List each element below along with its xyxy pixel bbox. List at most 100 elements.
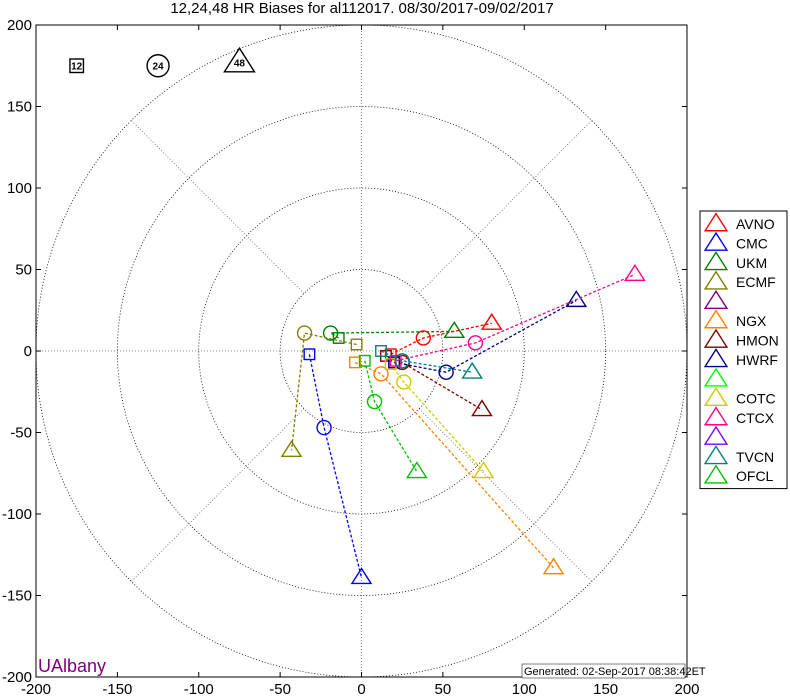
circle-marker [438, 364, 454, 380]
legend-marker [703, 212, 729, 232]
legend-marker [703, 425, 729, 445]
legend-marker [703, 328, 729, 348]
triangle-marker [461, 361, 484, 379]
series-ngx [349, 356, 565, 575]
series-line [390, 363, 485, 473]
square-marker [350, 338, 363, 351]
series-hwrf [388, 290, 588, 380]
series-line [390, 322, 492, 355]
circle-marker [373, 366, 389, 382]
series-line [308, 354, 363, 578]
y-tick-label: 0 [24, 343, 32, 360]
legend-label: HWRF [736, 352, 778, 368]
triangle-marker [624, 263, 646, 282]
series-ecmf [280, 325, 363, 458]
series-tvcn [375, 345, 484, 379]
legend-label: NGX [736, 313, 767, 329]
generated-stamp: Generated: 02-Sep-2017 08:38:42ET [524, 666, 706, 678]
triangle-marker [565, 290, 588, 308]
triangle-marker [280, 440, 303, 458]
legend-label: COTC [736, 391, 776, 407]
x-tick-label: 0 [357, 681, 365, 698]
y-tick-label: 150 [7, 99, 32, 116]
x-tick-label: -100 [184, 681, 214, 698]
circle-marker [366, 393, 383, 410]
series-line [290, 332, 357, 451]
range-ring [116, 106, 607, 596]
legend-marker [703, 406, 729, 426]
triangle-marker [480, 312, 503, 330]
circle-marker [322, 325, 339, 341]
legend-marker [703, 289, 729, 310]
series-line [395, 273, 636, 362]
triangle-marker [471, 399, 493, 417]
circle-marker [415, 330, 432, 346]
legend: AVNO CMC UKM ECMF NGX HMON HWRF COTC CTCX TVCN OFC… [699, 210, 788, 490]
triangle-marker [472, 461, 495, 479]
y-tick-label: -100 [2, 506, 32, 523]
triangle-marker [443, 321, 466, 339]
y-tick-label: -150 [2, 588, 32, 605]
series-ukm [322, 321, 466, 344]
legend-label: CMC [736, 235, 768, 251]
legend-marker [703, 367, 729, 387]
circle-marker [296, 325, 313, 341]
triangle-marker [350, 567, 373, 585]
x-tick-label: 200 [674, 681, 699, 698]
x-tick-label: -150 [102, 681, 132, 698]
legend-label: CTCX [736, 410, 775, 426]
legend-label: OFCL [736, 468, 774, 484]
circle-marker [396, 374, 412, 390]
y-tick-label: 200 [7, 17, 32, 34]
marker-key: 12 24 48 [69, 46, 256, 78]
rings-group [36, 25, 687, 677]
key-triangle [223, 46, 256, 73]
legend-marker [703, 464, 729, 484]
legend-label: TVCN [736, 449, 774, 465]
y-tick-label: -50 [10, 425, 32, 442]
circle-marker [467, 335, 484, 351]
range-ring [198, 187, 525, 515]
series-layer [280, 263, 646, 585]
key-label: 12 [71, 61, 83, 72]
x-tick-label: 100 [512, 681, 537, 698]
brand-label: UAlbany [38, 656, 106, 676]
square-marker [388, 356, 400, 369]
legend-marker [703, 348, 729, 368]
series-ofcl [358, 354, 428, 479]
y-tick-label: 50 [15, 262, 32, 279]
key-square [69, 58, 85, 74]
range-ring [279, 269, 444, 433]
chart-title: 12,24,48 HR Biases for al112017. 08/30/2… [170, 0, 553, 17]
key-label: 24 [153, 61, 165, 72]
legend-label: UKM [736, 255, 767, 271]
x-tick-label: -50 [269, 681, 291, 698]
key-circle [146, 54, 170, 78]
y-tick-label: -200 [2, 669, 32, 686]
legend-marker [703, 309, 729, 329]
legend-marker [703, 386, 729, 407]
triangle-marker [406, 461, 428, 479]
x-tick-label: 150 [593, 681, 618, 698]
legend-marker [703, 231, 729, 251]
circle-marker [316, 419, 332, 436]
legend-box [699, 210, 788, 490]
key-label: 48 [234, 58, 246, 69]
legend-label: HMON [736, 332, 779, 348]
square-marker [303, 348, 316, 361]
legend-marker [703, 270, 729, 290]
circle-marker [394, 353, 410, 369]
x-tick-label: -200 [21, 681, 51, 698]
legend-marker [703, 445, 729, 465]
x-tick-label: 50 [435, 681, 452, 698]
plot-frame [35, 24, 688, 678]
series-line [354, 361, 554, 569]
series-line [328, 330, 455, 339]
square-marker [358, 354, 371, 367]
legend-label: AVNO [736, 216, 775, 232]
series-line [380, 350, 473, 373]
triangle-marker [542, 557, 565, 575]
series-line [393, 299, 577, 373]
range-rings [36, 25, 687, 677]
generated-stamp-box [521, 663, 686, 679]
